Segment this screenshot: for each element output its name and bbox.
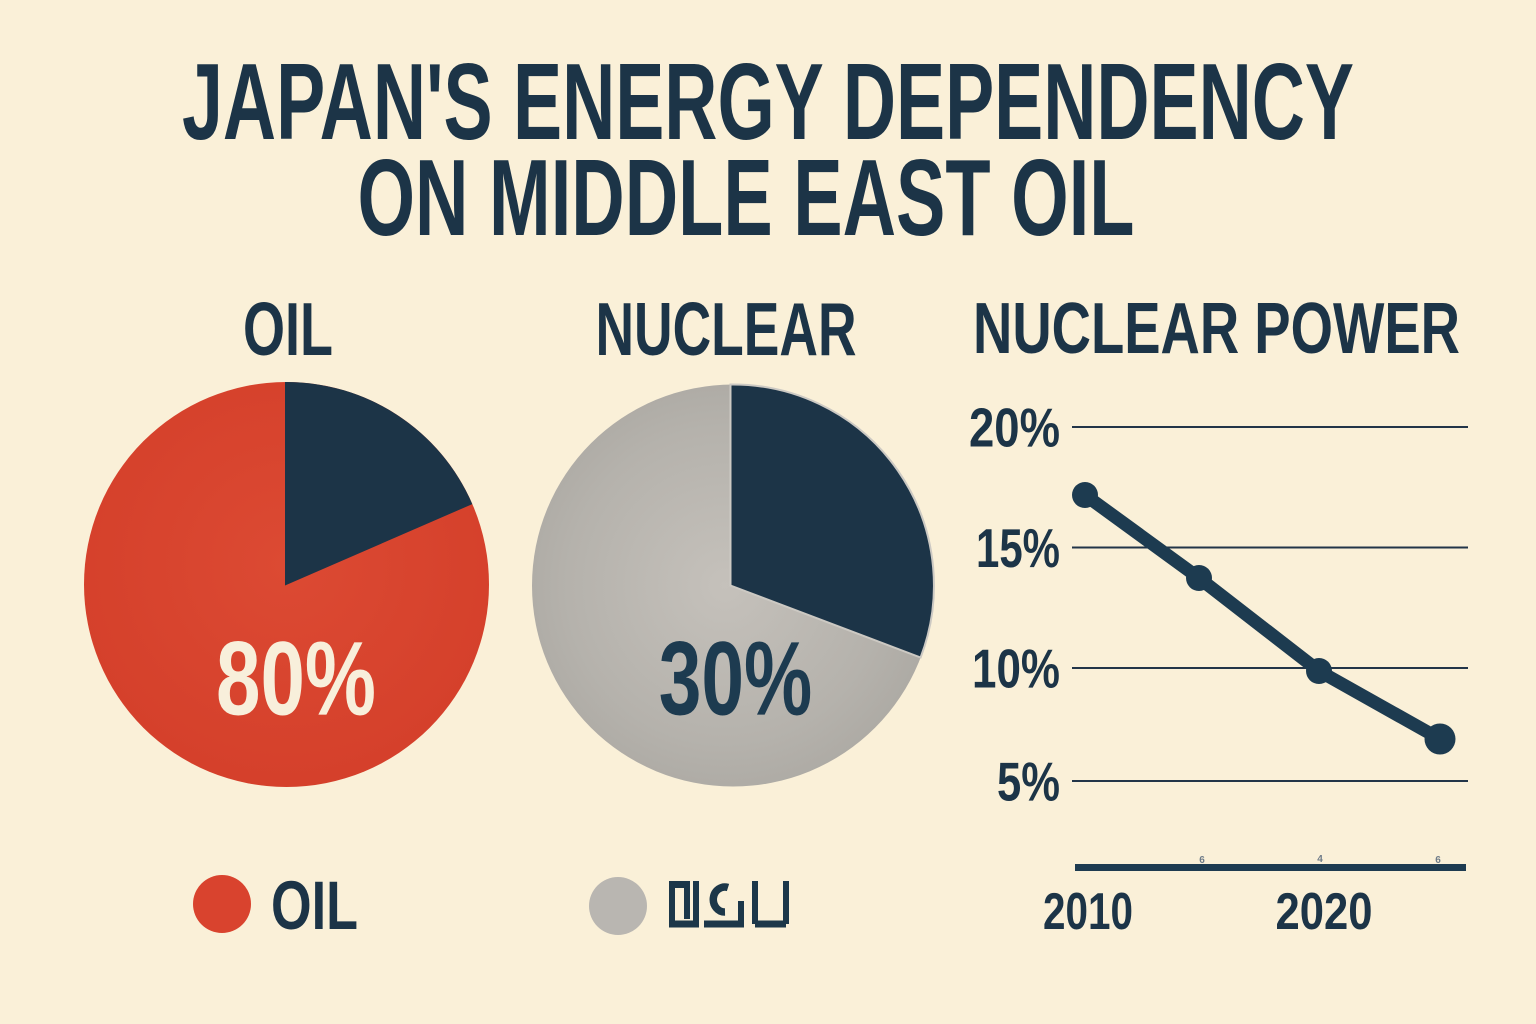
svg-text:NUCLEAR: NUCLEAR xyxy=(596,287,857,371)
svg-text:30%: 30% xyxy=(659,621,813,738)
svg-text:JAPAN'S ENERGY DEPENDENCY: JAPAN'S ENERGY DEPENDENCY xyxy=(182,41,1354,163)
svg-text:OIL: OIL xyxy=(243,287,333,371)
svg-text:2010: 2010 xyxy=(1043,883,1133,941)
svg-text:10%: 10% xyxy=(972,638,1060,700)
svg-text:ON MIDDLE EAST OIL: ON MIDDLE EAST OIL xyxy=(358,137,1135,259)
svg-text:6: 6 xyxy=(1199,855,1205,866)
svg-text:NUCLEAR POWER: NUCLEAR POWER xyxy=(973,288,1460,369)
svg-text:80%: 80% xyxy=(216,621,376,738)
svg-text:6: 6 xyxy=(1435,855,1441,866)
svg-text:2020: 2020 xyxy=(1276,883,1373,941)
svg-text:20%: 20% xyxy=(969,397,1060,459)
svg-text:5%: 5% xyxy=(997,751,1060,813)
svg-text:OIL: OIL xyxy=(271,867,358,944)
svg-text:4: 4 xyxy=(1317,854,1323,865)
svg-text:15%: 15% xyxy=(976,517,1060,579)
